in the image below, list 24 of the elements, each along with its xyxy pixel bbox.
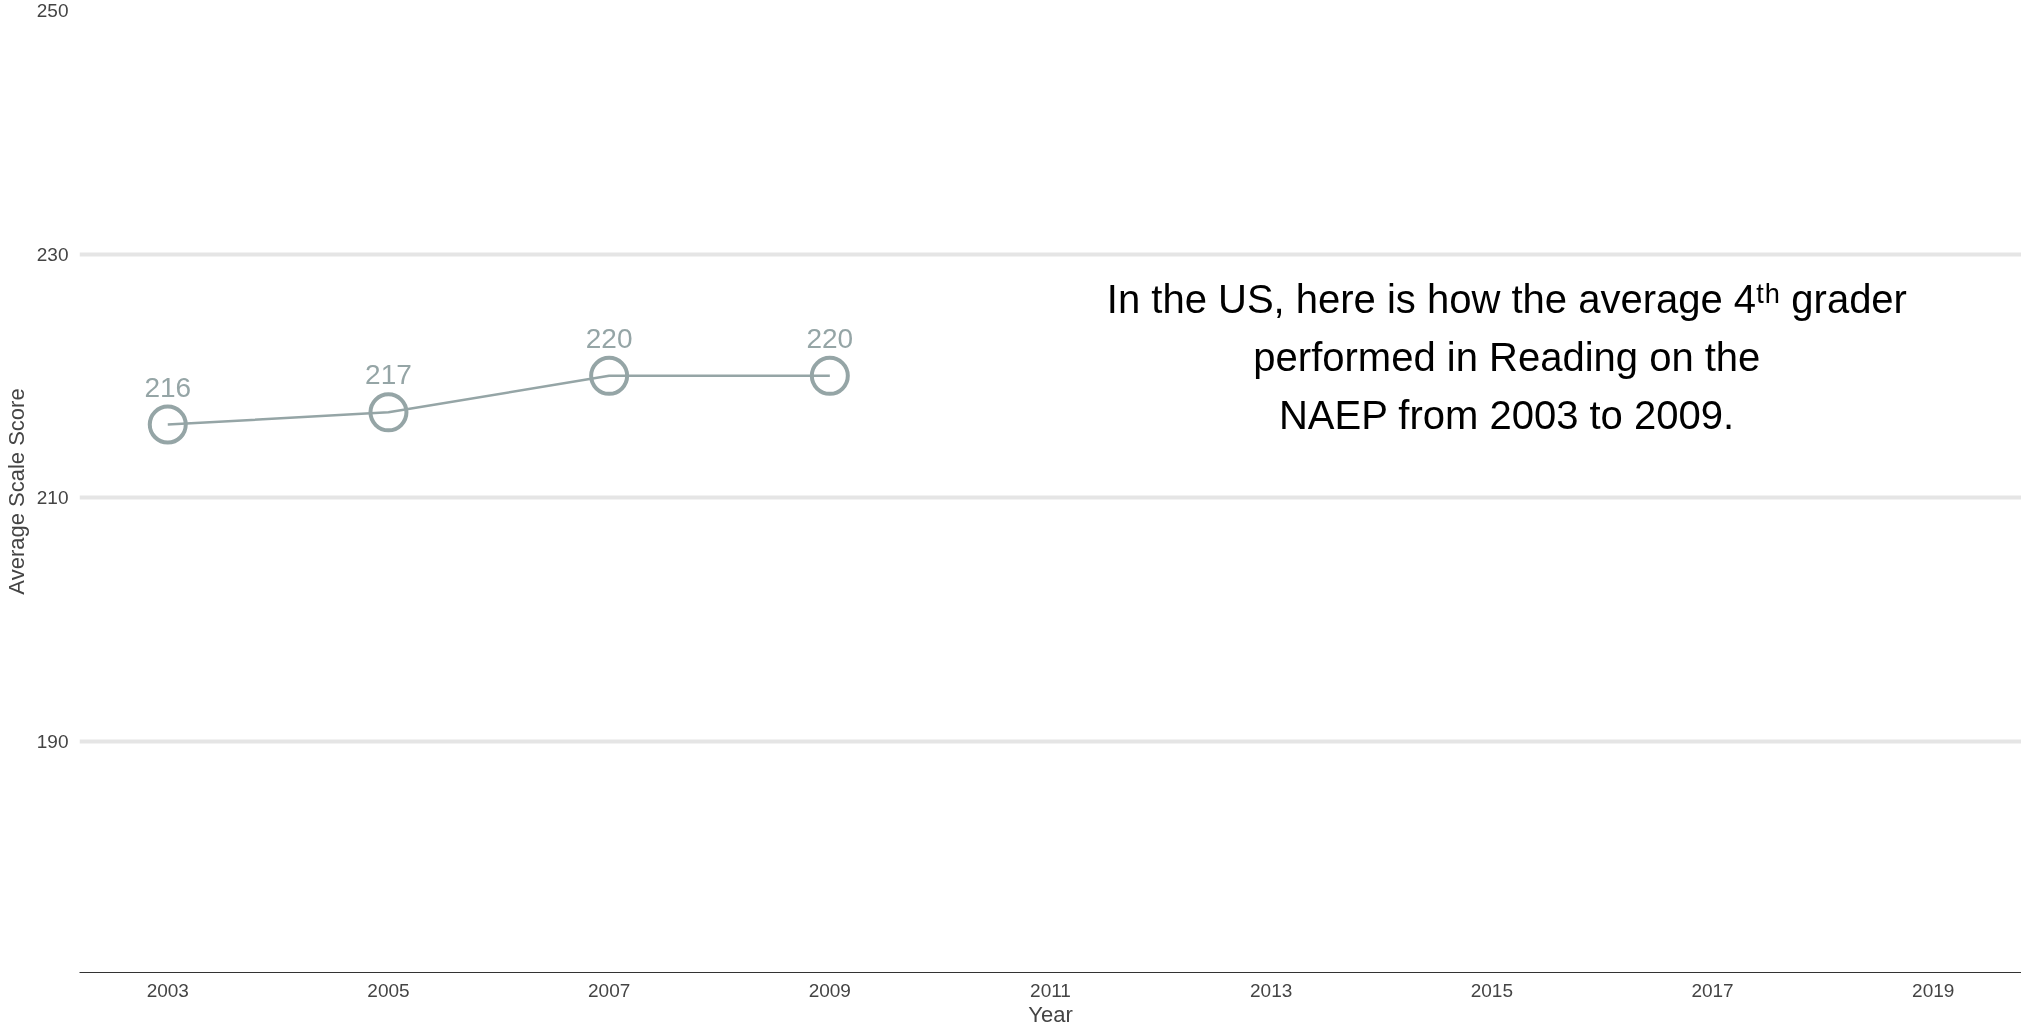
- x-axis-title: Year: [1028, 1001, 1073, 1027]
- point: [147, 404, 188, 445]
- point: [809, 355, 850, 396]
- data-label: 220: [806, 322, 854, 354]
- x-tick-label: 2019: [1912, 979, 1955, 1001]
- point: [368, 392, 409, 433]
- x-tick-label: 2015: [1470, 979, 1514, 1001]
- y-tick-label: 250: [36, 0, 69, 21]
- x-tick-label: 2017: [1691, 979, 1734, 1001]
- x-tick-label: 2005: [367, 979, 410, 1001]
- data-label: 216: [144, 371, 192, 403]
- point: [589, 355, 630, 396]
- y-tick-label: 190: [36, 730, 69, 752]
- y-tick-label: 210: [36, 487, 69, 509]
- data-label: 220: [585, 322, 633, 354]
- x-tick-label: 2003: [146, 979, 189, 1001]
- x-tick-label: 2013: [1250, 979, 1293, 1001]
- x-tick-label: 2007: [588, 979, 631, 1001]
- annotation: In the US, here is how the average 4ᵗʰ grader performed in Reading on the NAEP from 2003 to 2009.: [1106, 277, 1907, 438]
- y-tick-label: 230: [36, 243, 69, 265]
- y-axis-title: Average Scale Score: [3, 388, 29, 595]
- x-tick-label: 2009: [808, 979, 851, 1001]
- data-label: 217: [365, 359, 412, 391]
- x-tick-label: 2011: [1030, 979, 1071, 1001]
